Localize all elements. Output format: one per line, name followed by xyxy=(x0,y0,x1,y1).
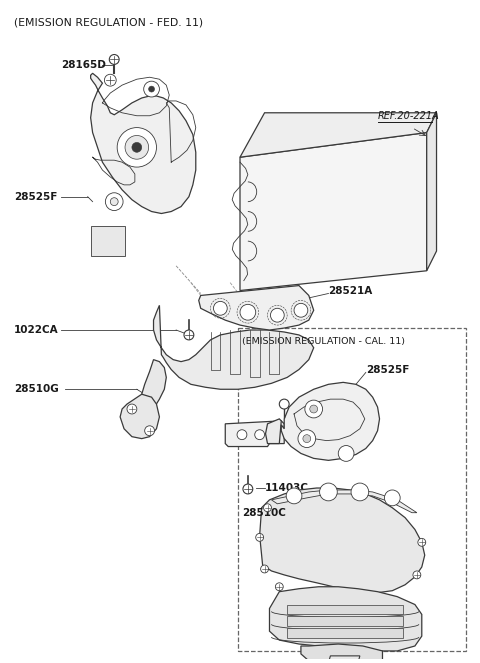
Circle shape xyxy=(298,430,316,448)
Text: (EMISSION REGULATION - CAL. 11): (EMISSION REGULATION - CAL. 11) xyxy=(242,337,405,346)
Circle shape xyxy=(149,86,155,92)
Circle shape xyxy=(127,404,137,414)
Polygon shape xyxy=(260,488,425,593)
Text: 28525F: 28525F xyxy=(14,192,58,202)
Bar xyxy=(287,617,403,627)
Circle shape xyxy=(261,565,268,573)
Circle shape xyxy=(117,127,156,167)
Polygon shape xyxy=(240,113,436,157)
Circle shape xyxy=(237,430,247,440)
Text: 28527S: 28527S xyxy=(297,422,341,432)
Polygon shape xyxy=(281,383,380,460)
Circle shape xyxy=(351,483,369,501)
Circle shape xyxy=(144,426,155,436)
Circle shape xyxy=(110,198,118,206)
Circle shape xyxy=(240,304,256,320)
Polygon shape xyxy=(199,286,314,330)
Circle shape xyxy=(144,81,159,97)
Text: REF.20-221A: REF.20-221A xyxy=(378,111,439,121)
Text: 28525F: 28525F xyxy=(366,365,409,375)
Text: 28165D: 28165D xyxy=(61,60,106,70)
Circle shape xyxy=(305,400,323,418)
Circle shape xyxy=(413,571,421,579)
Circle shape xyxy=(320,483,337,501)
Polygon shape xyxy=(120,394,159,439)
Circle shape xyxy=(384,490,400,506)
Circle shape xyxy=(109,54,119,64)
Circle shape xyxy=(310,405,318,413)
Text: 1022CA: 1022CA xyxy=(14,325,59,335)
Circle shape xyxy=(184,330,194,340)
Circle shape xyxy=(303,435,311,443)
Polygon shape xyxy=(154,306,314,389)
Polygon shape xyxy=(240,133,427,290)
Circle shape xyxy=(276,583,283,591)
Bar xyxy=(287,629,403,638)
Circle shape xyxy=(270,308,284,322)
Circle shape xyxy=(125,135,149,159)
Text: 28521A: 28521A xyxy=(328,286,372,296)
Circle shape xyxy=(255,430,264,440)
Polygon shape xyxy=(427,113,436,271)
Circle shape xyxy=(214,302,227,315)
Text: 28510G: 28510G xyxy=(14,385,59,394)
Circle shape xyxy=(418,538,426,546)
Text: (EMISSION REGULATION - FED. 11): (EMISSION REGULATION - FED. 11) xyxy=(14,18,203,28)
Polygon shape xyxy=(269,587,422,651)
Text: 28510C: 28510C xyxy=(242,508,286,518)
Polygon shape xyxy=(328,656,360,663)
Circle shape xyxy=(132,143,142,152)
Circle shape xyxy=(338,446,354,461)
Polygon shape xyxy=(265,419,281,444)
Circle shape xyxy=(294,304,308,317)
Bar xyxy=(287,605,403,615)
Polygon shape xyxy=(225,421,284,447)
Circle shape xyxy=(264,504,272,512)
Polygon shape xyxy=(301,644,383,663)
Circle shape xyxy=(106,193,123,211)
Polygon shape xyxy=(142,359,166,411)
Circle shape xyxy=(104,74,116,86)
Circle shape xyxy=(279,399,289,409)
Bar xyxy=(238,328,466,651)
Text: 11403C: 11403C xyxy=(264,483,309,493)
Bar xyxy=(91,226,125,256)
Polygon shape xyxy=(272,490,417,512)
Circle shape xyxy=(256,534,264,541)
Circle shape xyxy=(286,488,302,504)
Polygon shape xyxy=(91,74,196,213)
Circle shape xyxy=(243,484,253,494)
